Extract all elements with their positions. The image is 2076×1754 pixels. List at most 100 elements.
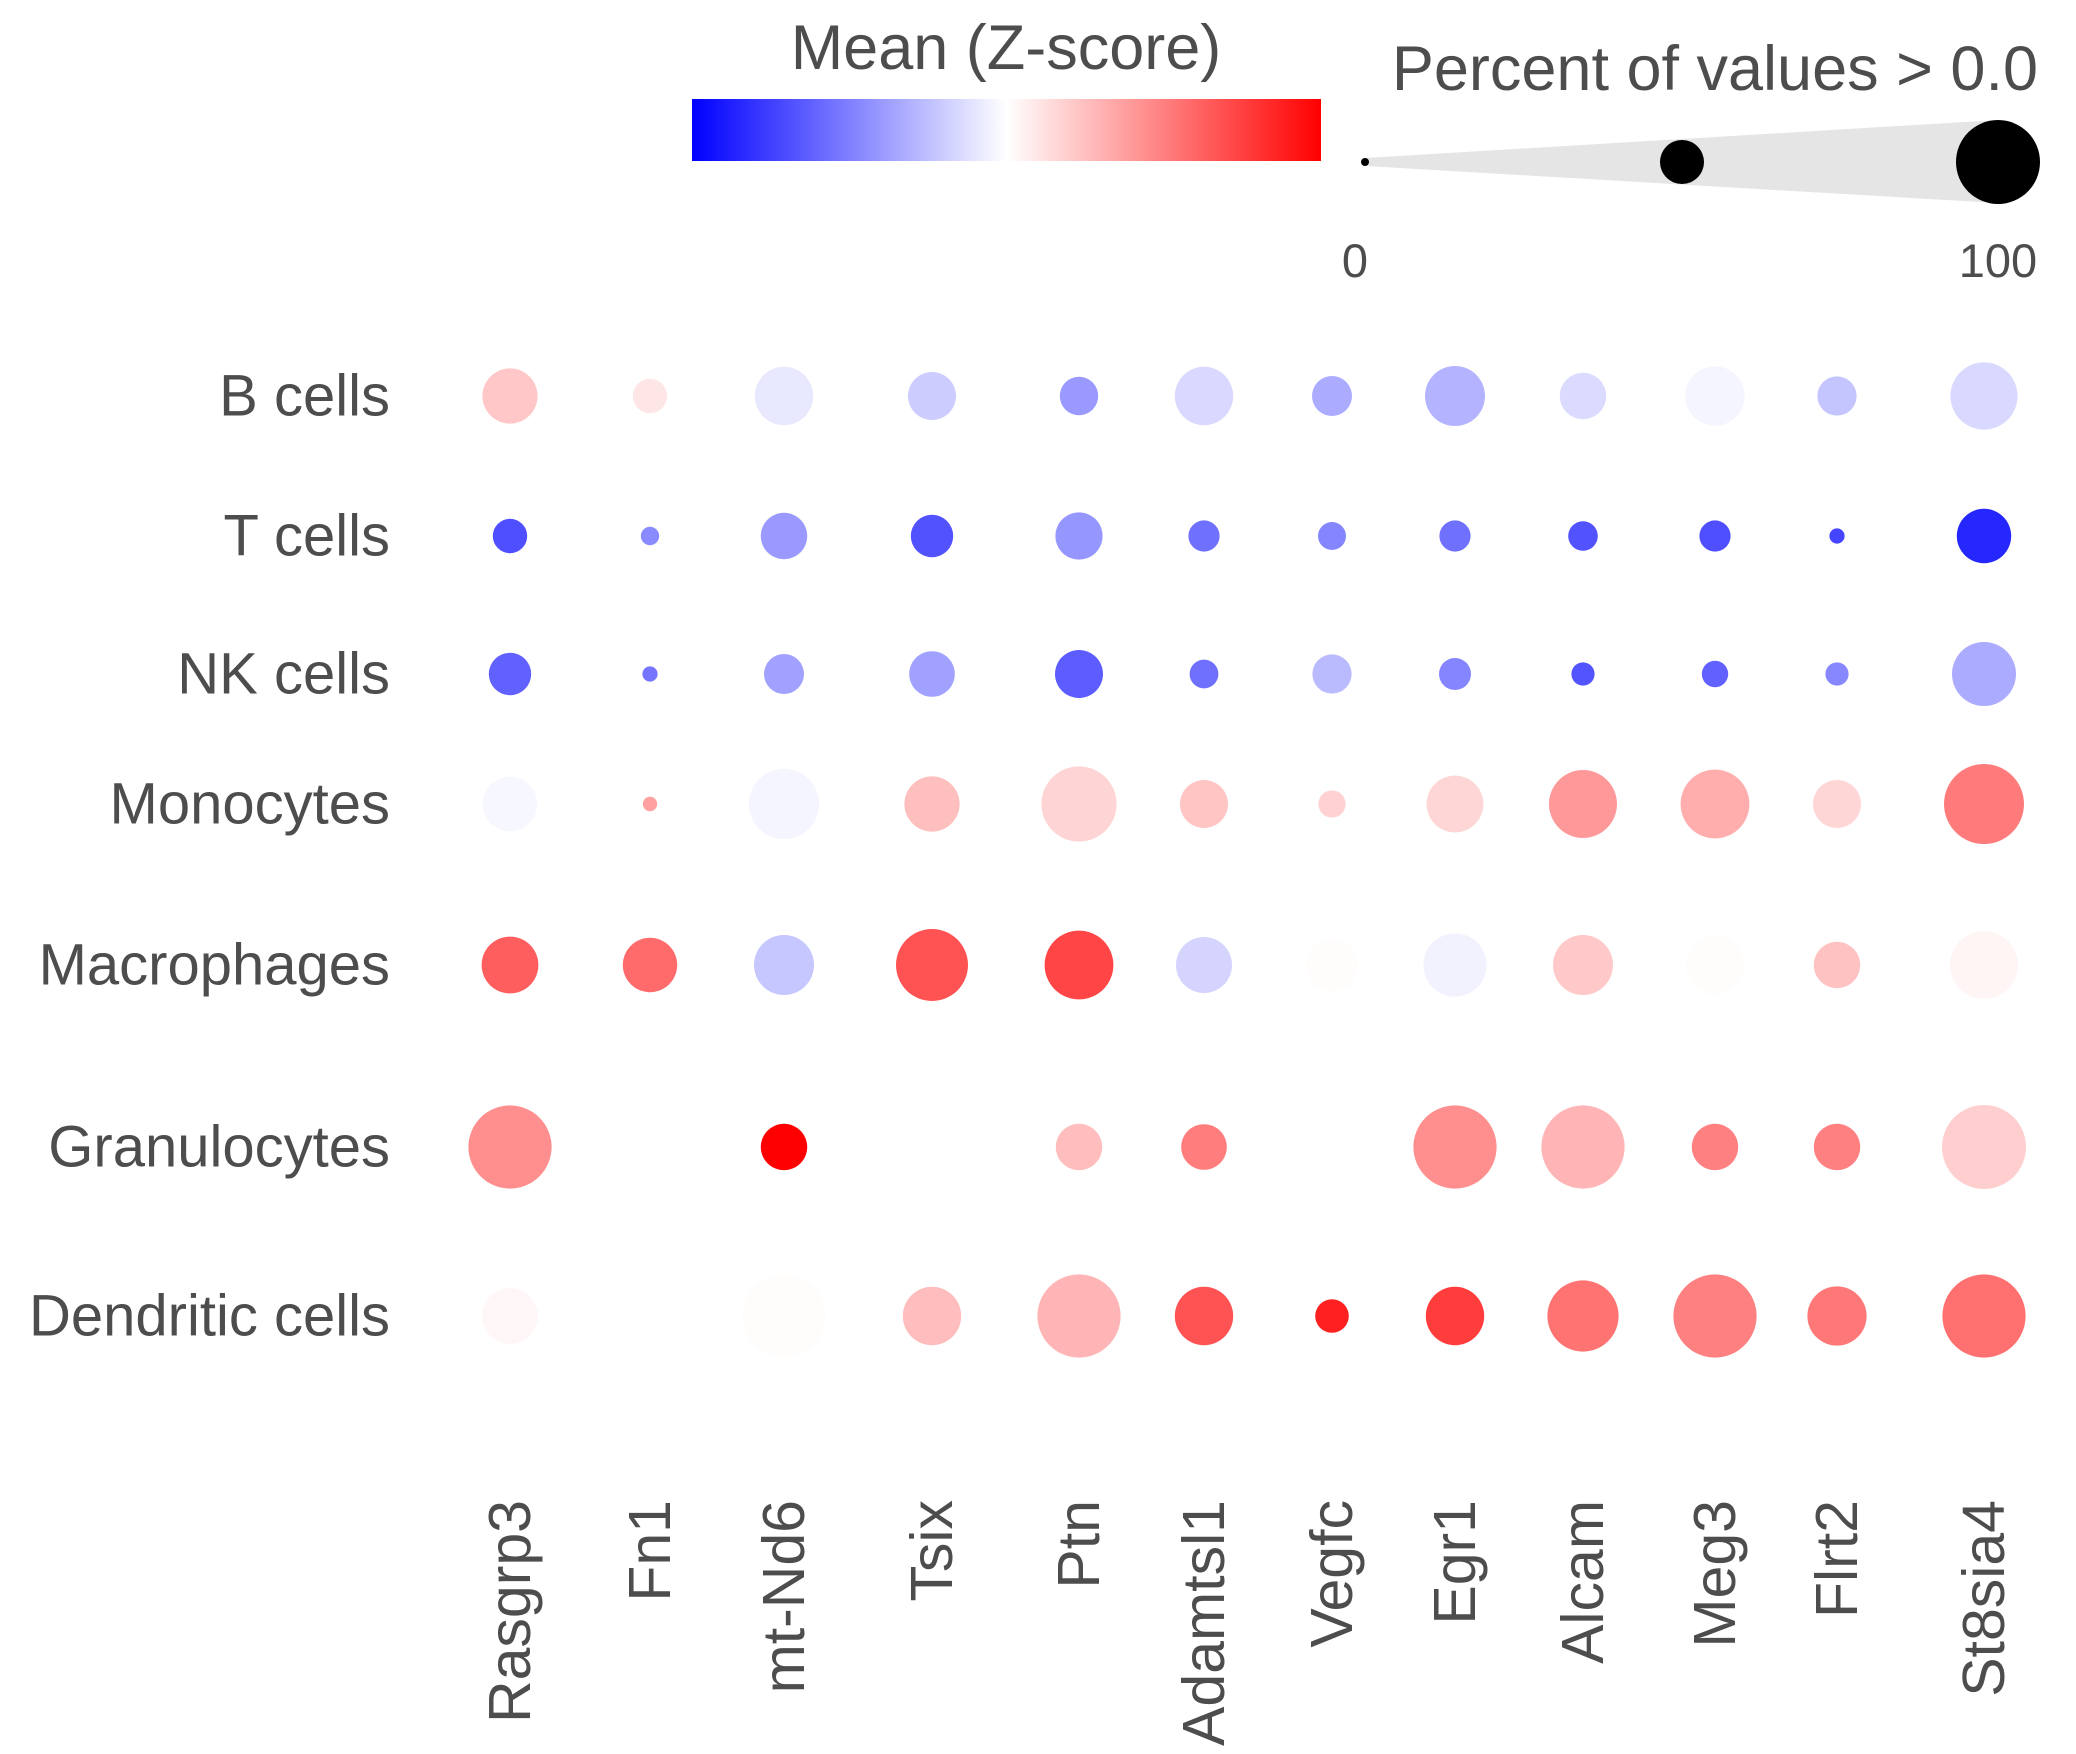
x-label-egr1: Egr1 — [1422, 1500, 1488, 1625]
y-label-granulocytes: Granulocytes — [48, 1115, 390, 1180]
dot-dendritic-cells-tsix — [902, 1286, 962, 1346]
dot-granulocytes-rasgrp3 — [468, 1105, 552, 1189]
dot-nk-cells-fn1 — [642, 666, 658, 682]
colorbar — [692, 99, 1321, 161]
dot-granulocytes-adamtsl1 — [1181, 1124, 1227, 1170]
dot-monocytes-flrt2 — [1813, 780, 1861, 828]
dot-t-cells-adamtsl1 — [1188, 520, 1220, 552]
dot-dendritic-cells-flrt2 — [1807, 1286, 1867, 1346]
dot-macrophages-rasgrp3 — [481, 936, 539, 994]
dot-dendritic-cells-meg3 — [1673, 1274, 1757, 1358]
dot-nk-cells-ptn — [1055, 650, 1103, 698]
dot-monocytes-ptn — [1041, 766, 1117, 842]
x-label-tsix: Tsix — [899, 1500, 965, 1602]
dot-macrophages-egr1 — [1423, 933, 1487, 997]
y-label-nk-cells: NK cells — [177, 642, 390, 707]
dot-b-cells-tsix — [908, 372, 956, 420]
dot-granulocytes-fn1 — [648, 1145, 652, 1149]
dot-granulocytes-egr1 — [1413, 1105, 1497, 1189]
dot-b-cells-ptn — [1059, 376, 1099, 416]
x-label-adamtsl1: Adamtsl1 — [1171, 1500, 1237, 1746]
size-legend-min-label: 0 — [1342, 234, 1368, 287]
dot-t-cells-alcam — [1568, 521, 1598, 551]
x-label-flrt2: Flrt2 — [1804, 1500, 1870, 1618]
dot-granulocytes-vegfc — [1330, 1145, 1334, 1149]
dot-granulocytes-flrt2 — [1813, 1123, 1861, 1171]
dot-b-cells-mt-nd6 — [754, 366, 814, 426]
dot-t-cells-vegfc — [1318, 522, 1346, 550]
color-legend: Mean (Z-score) — [692, 13, 1321, 161]
dot-macrophages-st8sia4 — [1950, 931, 2018, 999]
dot-macrophages-fn1 — [622, 937, 678, 993]
size-legend-max-label: 100 — [1959, 234, 2037, 287]
dot-monocytes-tsix — [904, 776, 960, 832]
dot-macrophages-ptn — [1044, 930, 1114, 1000]
dot-nk-cells-tsix — [909, 651, 955, 697]
dot-granulocytes-mt-nd6 — [760, 1123, 808, 1171]
dot-nk-cells-rasgrp3 — [488, 652, 532, 696]
dot-b-cells-egr1 — [1425, 366, 1485, 426]
dot-t-cells-st8sia4 — [1956, 508, 2012, 564]
dot-monocytes-alcam — [1549, 770, 1617, 838]
size-legend-dot-0 — [1361, 158, 1369, 166]
dot-b-cells-st8sia4 — [1950, 362, 2018, 430]
dot-nk-cells-st8sia4 — [1952, 642, 2016, 706]
dot-nk-cells-egr1 — [1439, 658, 1471, 690]
dot-monocytes-mt-nd6 — [748, 768, 820, 840]
dot-b-cells-fn1 — [632, 378, 668, 414]
y-label-b-cells: B cells — [219, 364, 390, 429]
x-label-fn1: Fn1 — [617, 1500, 683, 1602]
dot-t-cells-mt-nd6 — [760, 512, 808, 560]
dot-monocytes-rasgrp3 — [482, 776, 538, 832]
dot-nk-cells-meg3 — [1701, 660, 1729, 688]
y-label-macrophages: Macrophages — [39, 933, 390, 998]
x-label-alcam: Alcam — [1550, 1500, 1616, 1664]
dot-dendritic-cells-rasgrp3 — [482, 1288, 538, 1344]
y-label-dendritic-cells: Dendritic cells — [29, 1284, 390, 1349]
dot-dendritic-cells-fn1 — [648, 1314, 652, 1318]
dot-monocytes-meg3 — [1680, 769, 1750, 839]
dot-t-cells-flrt2 — [1829, 528, 1845, 544]
dot-b-cells-adamtsl1 — [1174, 366, 1234, 426]
y-label-t-cells: T cells — [223, 504, 390, 569]
dot-monocytes-st8sia4 — [1944, 764, 2024, 844]
dot-nk-cells-flrt2 — [1825, 662, 1849, 686]
dot-monocytes-egr1 — [1426, 775, 1484, 833]
dot-granulocytes-tsix — [930, 1145, 934, 1149]
dot-dendritic-cells-adamtsl1 — [1174, 1286, 1234, 1346]
dot-nk-cells-mt-nd6 — [764, 654, 804, 694]
dot-macrophages-flrt2 — [1813, 941, 1861, 989]
size-legend-title: Percent of values > 0.0 — [1392, 34, 2038, 104]
dot-granulocytes-meg3 — [1691, 1123, 1739, 1171]
dot-nk-cells-vegfc — [1312, 654, 1352, 694]
dot-dendritic-cells-vegfc — [1315, 1299, 1349, 1333]
dot-monocytes-vegfc — [1318, 790, 1346, 818]
dot-dendritic-cells-ptn — [1037, 1274, 1121, 1358]
size-legend-dot-100 — [1956, 120, 2040, 204]
x-label-rasgrp3: Rasgrp3 — [477, 1500, 543, 1723]
dot-dendritic-cells-alcam — [1547, 1280, 1619, 1352]
dot-b-cells-rasgrp3 — [482, 368, 538, 424]
dot-macrophages-tsix — [896, 929, 968, 1001]
dot-granulocytes-ptn — [1055, 1123, 1103, 1171]
dot-t-cells-meg3 — [1699, 520, 1731, 552]
dot-t-cells-tsix — [910, 514, 954, 558]
y-axis-labels: B cells T cells NK cells Monocytes Macrophag… — [29, 364, 390, 1349]
x-label-mt-nd6: mt-Nd6 — [751, 1500, 817, 1693]
y-label-monocytes: Monocytes — [110, 772, 390, 837]
dot-monocytes-adamtsl1 — [1180, 780, 1228, 828]
x-label-meg3: Meg3 — [1682, 1500, 1748, 1648]
size-legend: Percent of values > 0.0 0 100 — [1342, 34, 2040, 287]
dot-t-cells-egr1 — [1439, 520, 1471, 552]
dot-macrophages-vegfc — [1306, 939, 1358, 991]
dot-t-cells-fn1 — [640, 526, 660, 546]
x-label-st8sia4: St8sia4 — [1951, 1500, 2017, 1697]
x-axis-labels: Rasgrp3 Fn1 mt-Nd6 Tsix Ptn Adamtsl1 Vegfc Egr1… — [477, 1500, 2017, 1746]
dot-b-cells-vegfc — [1312, 376, 1352, 416]
dot-t-cells-rasgrp3 — [492, 518, 528, 554]
dot-nk-cells-adamtsl1 — [1189, 659, 1219, 689]
color-legend-title: Mean (Z-score) — [791, 13, 1222, 83]
dot-b-cells-meg3 — [1685, 366, 1745, 426]
dot-granulocytes-st8sia4 — [1942, 1105, 2026, 1189]
dot-macrophages-mt-nd6 — [754, 935, 814, 995]
